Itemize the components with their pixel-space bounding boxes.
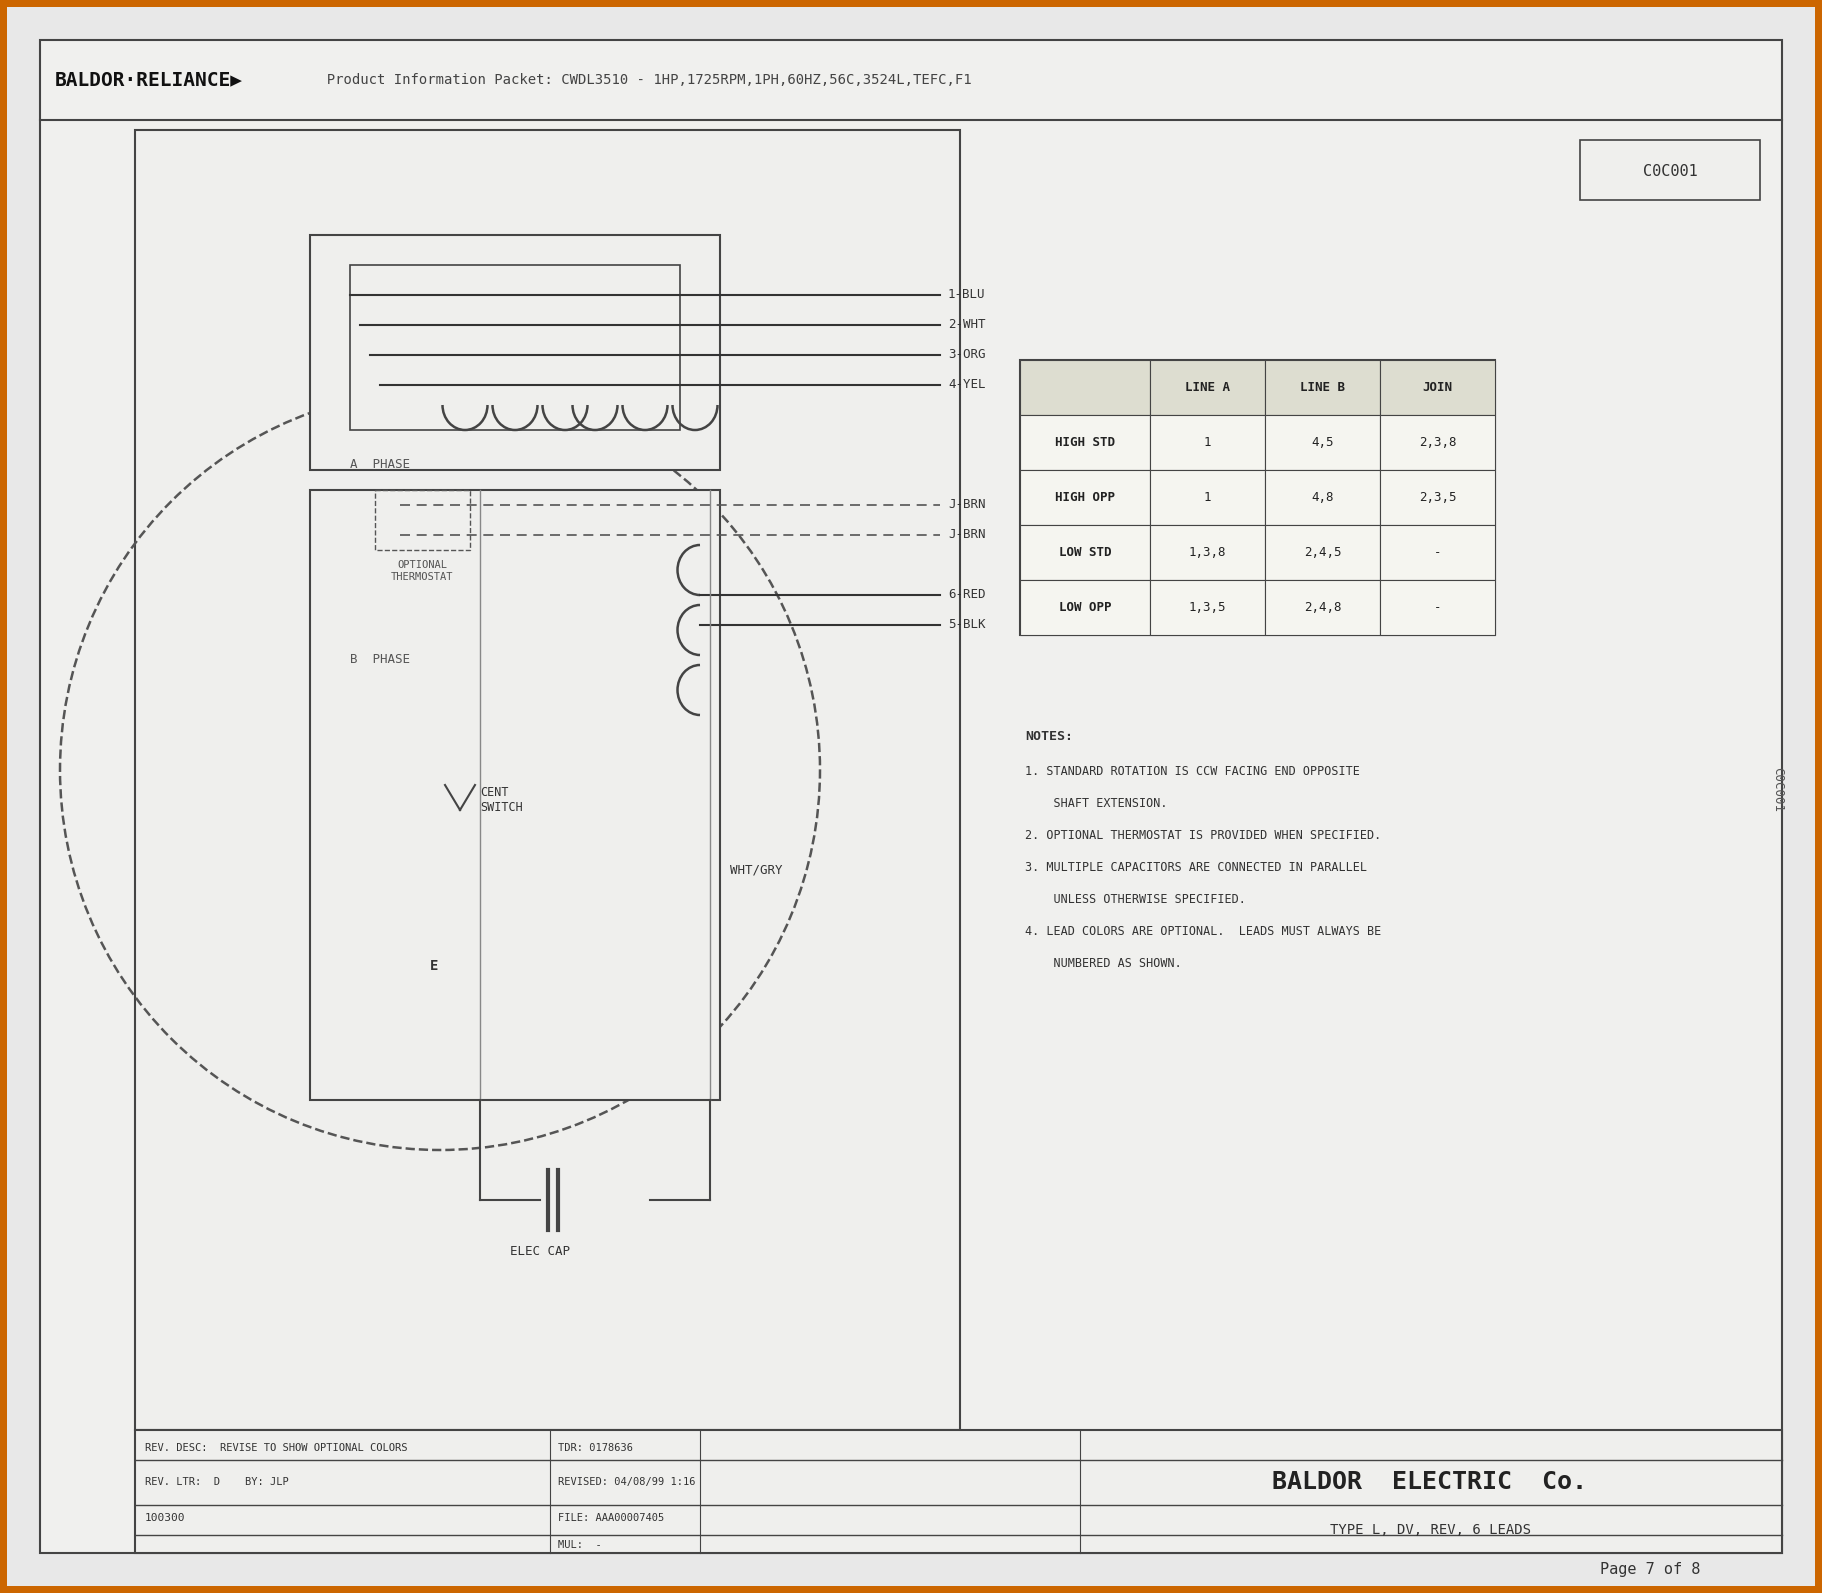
Text: REVISED: 04/08/99 1:16: REVISED: 04/08/99 1:16 <box>558 1477 696 1486</box>
Bar <box>1020 360 1496 636</box>
Text: BALDOR·RELIANCE▶: BALDOR·RELIANCE▶ <box>55 70 242 89</box>
Text: 1: 1 <box>1204 491 1212 503</box>
Text: 2-WHT: 2-WHT <box>947 319 986 331</box>
Text: LOW OPP: LOW OPP <box>1059 601 1111 613</box>
Bar <box>1580 140 1760 201</box>
Text: NOTES:: NOTES: <box>1026 730 1073 742</box>
Text: -: - <box>1434 546 1441 559</box>
Bar <box>1379 526 1496 580</box>
Text: 1. STANDARD ROTATION IS CCW FACING END OPPOSITE: 1. STANDARD ROTATION IS CCW FACING END O… <box>1026 765 1359 777</box>
Bar <box>1150 580 1264 636</box>
Bar <box>1379 470 1496 526</box>
Text: BALDOR  ELECTRIC  Co.: BALDOR ELECTRIC Co. <box>1272 1470 1587 1494</box>
Text: 2,4,8: 2,4,8 <box>1305 601 1341 613</box>
Text: LOW STD: LOW STD <box>1059 546 1111 559</box>
Text: HIGH OPP: HIGH OPP <box>1055 491 1115 503</box>
Bar <box>1264 470 1379 526</box>
Text: SHAFT EXTENSION.: SHAFT EXTENSION. <box>1026 796 1168 809</box>
Text: J-BRN: J-BRN <box>947 499 986 511</box>
Bar <box>375 491 470 550</box>
Text: CENT
SWITCH: CENT SWITCH <box>479 785 523 814</box>
Text: 4-YEL: 4-YEL <box>947 379 986 392</box>
Text: C0C001: C0C001 <box>1643 164 1698 180</box>
Text: 2,3,5: 2,3,5 <box>1419 491 1456 503</box>
Bar <box>1150 416 1264 470</box>
Bar <box>1150 470 1264 526</box>
Bar <box>1264 580 1379 636</box>
Text: 6-RED: 6-RED <box>947 588 986 602</box>
Text: 1: 1 <box>1204 436 1212 449</box>
Text: 1-BLU: 1-BLU <box>947 288 986 301</box>
Text: JOIN: JOIN <box>1423 381 1452 393</box>
Bar <box>1020 360 1150 416</box>
Bar <box>1379 360 1496 416</box>
Text: 2. OPTIONAL THERMOSTAT IS PROVIDED WHEN SPECIFIED.: 2. OPTIONAL THERMOSTAT IS PROVIDED WHEN … <box>1026 828 1381 843</box>
Text: HIGH STD: HIGH STD <box>1055 436 1115 449</box>
Text: Page 7 of 8: Page 7 of 8 <box>1600 1563 1700 1577</box>
Text: E: E <box>430 959 439 973</box>
Text: WHT/GRY: WHT/GRY <box>731 863 782 876</box>
Text: A  PHASE: A PHASE <box>350 459 410 472</box>
Text: 1,3,8: 1,3,8 <box>1188 546 1226 559</box>
Text: -: - <box>1434 601 1441 613</box>
Bar <box>1150 360 1264 416</box>
Text: TYPE L, DV, REV, 6 LEADS: TYPE L, DV, REV, 6 LEADS <box>1330 1523 1530 1537</box>
Text: FILE: AAA00007405: FILE: AAA00007405 <box>558 1513 665 1523</box>
Bar <box>1020 580 1150 636</box>
Text: 2,3,8: 2,3,8 <box>1419 436 1456 449</box>
Text: 5-BLK: 5-BLK <box>947 618 986 631</box>
Text: LINE B: LINE B <box>1301 381 1345 393</box>
Text: C0C001: C0C001 <box>1771 768 1784 812</box>
Bar <box>350 264 680 430</box>
Bar <box>135 131 960 1431</box>
Bar <box>1264 416 1379 470</box>
Text: 4,5: 4,5 <box>1312 436 1334 449</box>
Text: ELEC CAP: ELEC CAP <box>510 1246 570 1258</box>
Bar <box>1264 526 1379 580</box>
Text: UNLESS OTHERWISE SPECIFIED.: UNLESS OTHERWISE SPECIFIED. <box>1026 894 1246 906</box>
Bar <box>1020 416 1150 470</box>
Text: 3-ORG: 3-ORG <box>947 349 986 362</box>
Text: OPTIONAL
THERMOSTAT: OPTIONAL THERMOSTAT <box>390 561 454 581</box>
Text: 100300: 100300 <box>146 1513 186 1523</box>
Bar <box>1379 580 1496 636</box>
Text: Product Information Packet: CWDL3510 - 1HP,1725RPM,1PH,60HZ,56C,3524L,TEFC,F1: Product Information Packet: CWDL3510 - 1… <box>310 73 971 88</box>
Text: REV. LTR:  D    BY: JLP: REV. LTR: D BY: JLP <box>146 1477 288 1486</box>
Text: MUL:  -: MUL: - <box>558 1540 601 1550</box>
Text: 1,3,5: 1,3,5 <box>1188 601 1226 613</box>
Bar <box>1264 360 1379 416</box>
Bar <box>310 491 720 1101</box>
Bar <box>1020 526 1150 580</box>
Text: LINE A: LINE A <box>1184 381 1230 393</box>
Text: NUMBERED AS SHOWN.: NUMBERED AS SHOWN. <box>1026 957 1182 970</box>
Bar <box>1150 526 1264 580</box>
Text: TDR: 0178636: TDR: 0178636 <box>558 1443 632 1453</box>
Bar <box>1020 470 1150 526</box>
Bar <box>310 236 720 470</box>
Bar <box>1379 416 1496 470</box>
Text: 2,4,5: 2,4,5 <box>1305 546 1341 559</box>
Text: REV. DESC:  REVISE TO SHOW OPTIONAL COLORS: REV. DESC: REVISE TO SHOW OPTIONAL COLOR… <box>146 1443 408 1453</box>
Text: 4. LEAD COLORS ARE OPTIONAL.  LEADS MUST ALWAYS BE: 4. LEAD COLORS ARE OPTIONAL. LEADS MUST … <box>1026 926 1381 938</box>
Text: 4,8: 4,8 <box>1312 491 1334 503</box>
Text: B  PHASE: B PHASE <box>350 653 410 666</box>
Text: J-BRN: J-BRN <box>947 529 986 542</box>
Bar <box>135 1431 1782 1553</box>
Text: 3. MULTIPLE CAPACITORS ARE CONNECTED IN PARALLEL: 3. MULTIPLE CAPACITORS ARE CONNECTED IN … <box>1026 860 1366 875</box>
